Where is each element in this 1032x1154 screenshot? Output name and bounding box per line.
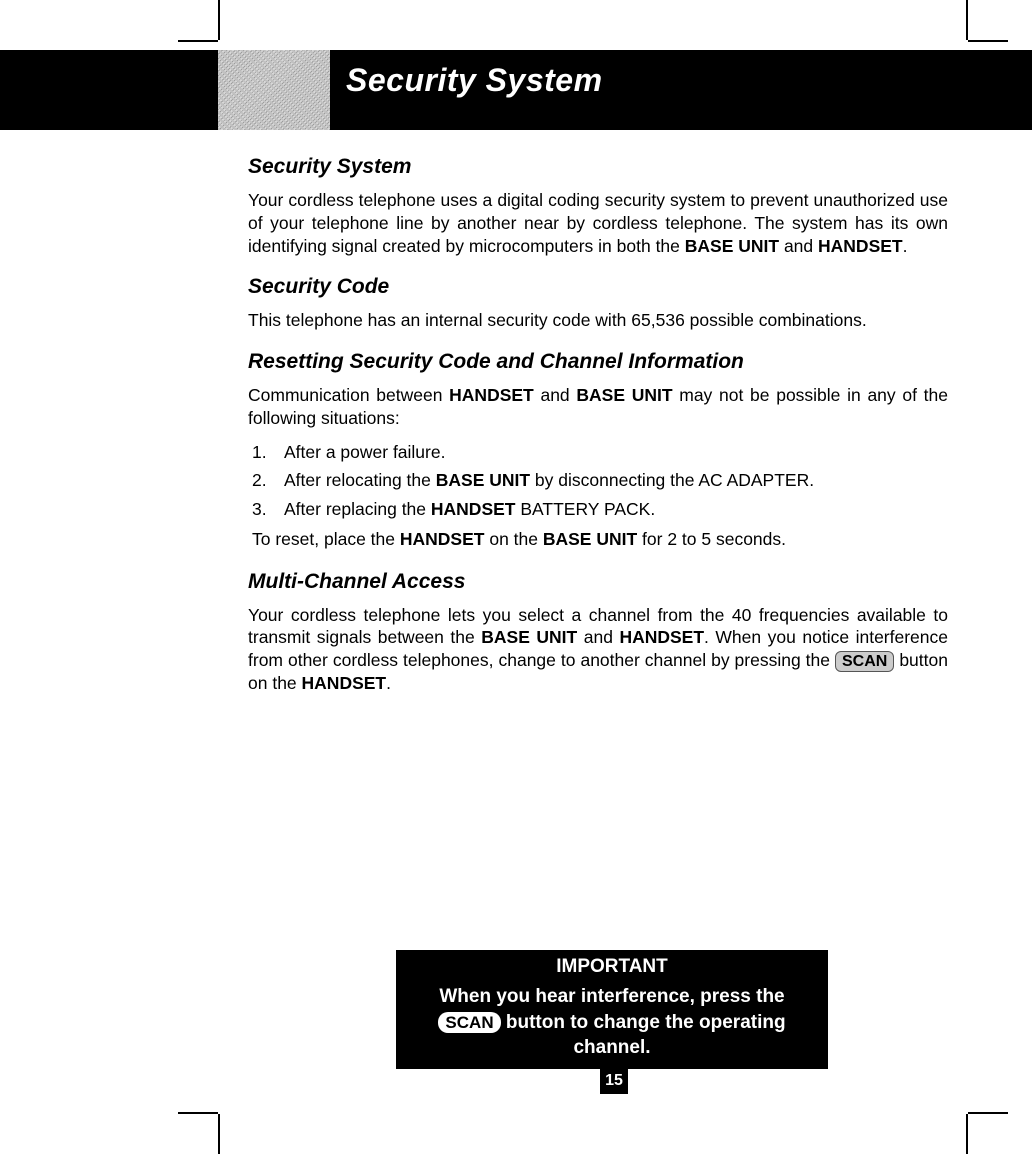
list-item: 2. After relocating the BASE UNIT by dis… [248, 468, 948, 493]
page-title: Security System [346, 62, 603, 99]
paragraph: Communication between HANDSET and BASE U… [248, 384, 948, 430]
text: and [534, 385, 577, 405]
text: After a power failure. [284, 442, 445, 462]
bold-text: BASE UNIT [543, 529, 637, 549]
important-callout: IMPORTANT When you hear interference, pr… [396, 950, 828, 1069]
bold-text: HANDSET [431, 499, 516, 519]
important-body: When you hear interference, press the SC… [414, 984, 810, 1061]
crop-mark [968, 1112, 1008, 1114]
list-item: 1. After a power failure. [248, 440, 948, 465]
crop-mark [178, 1112, 218, 1114]
bold-text: BASE UNIT [436, 470, 530, 490]
section-heading-multi-channel: Multi-Channel Access [248, 570, 948, 594]
text: When you hear interference, press the [439, 986, 784, 1007]
bold-text: HANDSET [400, 529, 485, 549]
paragraph: To reset, place the HANDSET on the BASE … [248, 527, 948, 552]
text: BATTERY PACK. [515, 499, 655, 519]
paragraph: This telephone has an internal security … [248, 309, 948, 332]
content-area: Security System Your cordless telephone … [248, 155, 948, 713]
bold-text: HANDSET [302, 673, 387, 693]
section-heading-security-code: Security Code [248, 275, 948, 299]
list-item: 3. After replacing the HANDSET BATTERY P… [248, 497, 948, 522]
text: and [779, 236, 818, 256]
list-number: 1. [252, 440, 267, 465]
crop-mark [968, 40, 1008, 42]
paragraph: Your cordless telephone lets you select … [248, 604, 948, 695]
crop-mark [966, 1114, 968, 1154]
crop-mark [218, 1114, 220, 1154]
bold-text: BASE UNIT [685, 236, 779, 256]
bold-text: BASE UNIT [576, 385, 672, 405]
text: and [577, 627, 619, 647]
text: After replacing the [284, 499, 431, 519]
page-number: 15 [600, 1068, 628, 1094]
text: on the [484, 529, 542, 549]
crop-mark [218, 0, 220, 40]
header-texture-icon [218, 50, 330, 130]
crop-mark [178, 40, 218, 42]
paragraph: Your cordless telephone uses a digital c… [248, 189, 948, 257]
text: After relocating the [284, 470, 436, 490]
bold-text: HANDSET [449, 385, 534, 405]
ordered-list: 1. After a power failure. 2. After reloc… [248, 440, 948, 522]
section-heading-security-system: Security System [248, 155, 948, 179]
text: . [903, 236, 908, 256]
text: for 2 to 5 seconds. [637, 529, 786, 549]
bold-text: BASE UNIT [481, 627, 577, 647]
text: button to change the operating channel. [501, 1012, 786, 1059]
scan-button-icon: SCAN [835, 651, 894, 672]
list-number: 3. [252, 497, 267, 522]
list-number: 2. [252, 468, 267, 493]
important-title: IMPORTANT [414, 956, 810, 978]
text: To reset, place the [252, 529, 400, 549]
text: Communication between [248, 385, 449, 405]
text: by disconnecting the AC ADAPTER. [530, 470, 814, 490]
text: . [386, 673, 391, 693]
section-heading-resetting: Resetting Security Code and Channel Info… [248, 350, 948, 374]
bold-text: HANDSET [818, 236, 903, 256]
bold-text: HANDSET [619, 627, 704, 647]
crop-mark [966, 0, 968, 40]
scan-button-icon: SCAN [438, 1012, 500, 1033]
